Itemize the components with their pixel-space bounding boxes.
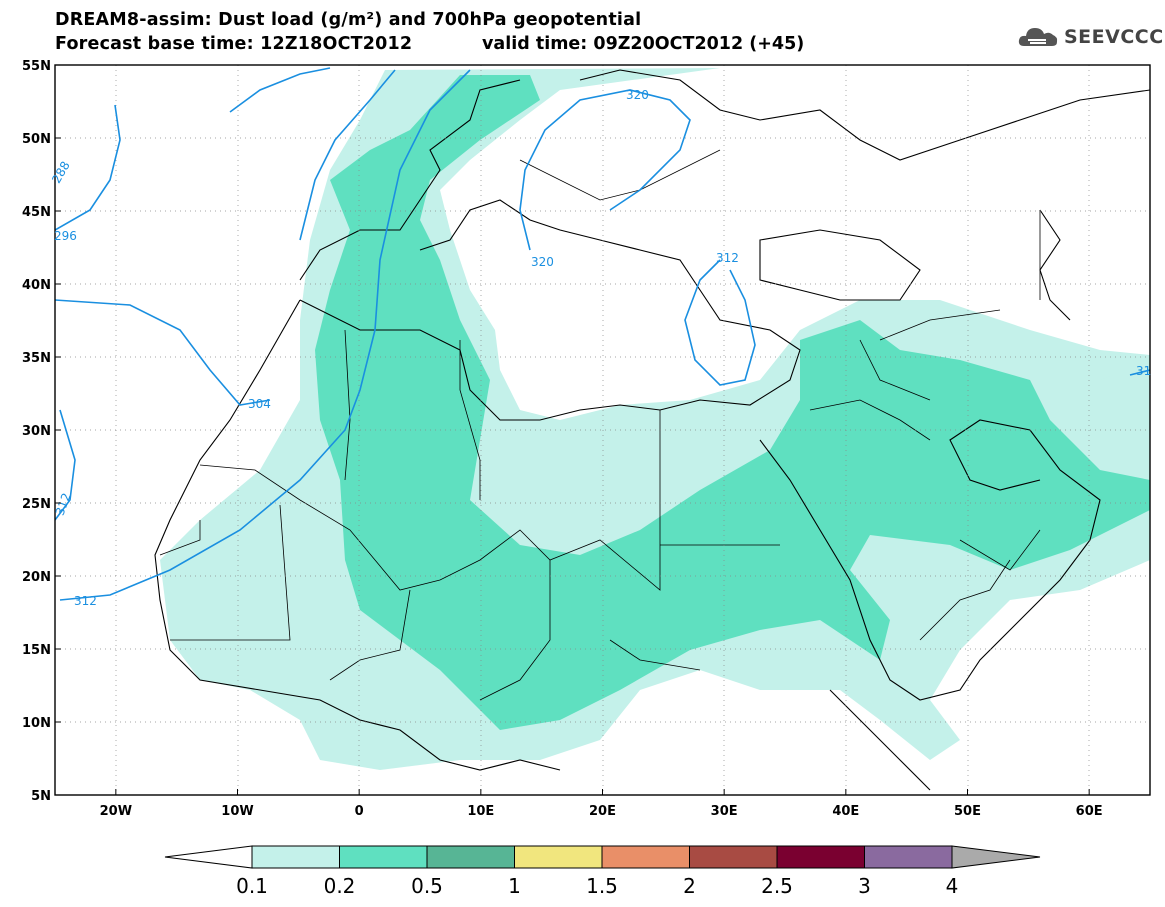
map-layers <box>55 65 1150 795</box>
geopotential-contours <box>55 67 1150 601</box>
valid-time: valid time: 09Z20OCT2012 (+45) <box>482 34 805 54</box>
lon-tick-label: 60E <box>1076 804 1103 819</box>
coastlines <box>154 69 1150 791</box>
colorbar-label: 2 <box>683 874 696 898</box>
cloud-logo-icon <box>1018 28 1058 46</box>
lat-tick-label: 35N <box>22 351 51 366</box>
contour-label: 304 <box>248 397 271 411</box>
lon-tick-label: 30E <box>711 804 738 819</box>
contour-label: 320 <box>626 88 649 102</box>
colorbar-segment <box>339 845 428 869</box>
colorbar-label: 4 <box>945 874 959 898</box>
contour-label: 31 <box>1136 364 1151 378</box>
lon-tick-label: 0 <box>355 804 364 819</box>
logo-text: SEEVCCC <box>1064 26 1164 48</box>
colorbar <box>164 845 1041 869</box>
lat-tick-label: 20N <box>22 570 51 585</box>
colorbar-label: 2.5 <box>761 874 793 898</box>
lat-tick-label: 55N <box>22 59 51 74</box>
lon-tick-label: 10E <box>467 804 494 819</box>
colorbar-segment <box>864 845 953 869</box>
dust-layer-medium <box>315 75 1150 730</box>
colorbar-segment <box>601 845 690 869</box>
contour-label: 312 <box>53 491 74 517</box>
colorbar-label: 1.5 <box>586 874 618 898</box>
lat-tick-label: 30N <box>22 424 51 439</box>
colorbar-segment <box>776 845 865 869</box>
colorbar-label: 0.5 <box>411 874 443 898</box>
seevccc-logo: SEEVCCC <box>1016 22 1164 52</box>
contour-label: 312 <box>716 251 739 265</box>
lat-tick-label: 25N <box>22 497 51 512</box>
map-title: DREAM8-assim: Dust load (g/m²) and 700hP… <box>55 10 642 30</box>
colorbar-segment <box>514 845 603 869</box>
lon-tick-label: 20W <box>100 804 132 819</box>
lat-tick-label: 5N <box>31 789 51 804</box>
contour-label: 296 <box>54 229 77 243</box>
contour-label: 320 <box>531 255 554 269</box>
lat-tick-label: 10N <box>22 716 51 731</box>
forecast-base-time: Forecast base time: 12Z18OCT2012 <box>55 34 413 54</box>
contour-label: 288 <box>49 159 73 186</box>
longitude-axis: 20W 10W 0 10E 20E 30E 40E 50E 60E <box>100 789 1103 819</box>
lat-tick-label: 45N <box>22 205 51 220</box>
graticule <box>55 65 1150 795</box>
lon-tick-label: 40E <box>832 804 859 819</box>
colorbar-segment <box>251 845 340 869</box>
colorbar-under-arrow <box>164 845 253 869</box>
lat-tick-label: 50N <box>22 132 51 147</box>
lat-tick-label: 15N <box>22 643 51 658</box>
lon-tick-label: 10W <box>221 804 253 819</box>
contour-label: 312 <box>74 594 97 608</box>
lon-tick-label: 50E <box>954 804 981 819</box>
colorbar-label: 1 <box>508 874 521 898</box>
colorbar-label: 0.2 <box>323 874 356 898</box>
latitude-axis: 55N 50N 45N 40N 35N 30N 25N 20N 15N 10N 5N <box>22 59 61 804</box>
lat-tick-label: 40N <box>22 278 51 293</box>
colorbar-label: 0.1 <box>236 874 268 898</box>
country-borders <box>159 149 1041 701</box>
colorbar-label: 3 <box>858 874 871 898</box>
colorbar-over-arrow <box>951 845 1041 869</box>
colorbar-segment <box>689 845 778 869</box>
colorbar-segment <box>426 845 515 869</box>
lon-tick-label: 20E <box>589 804 616 819</box>
